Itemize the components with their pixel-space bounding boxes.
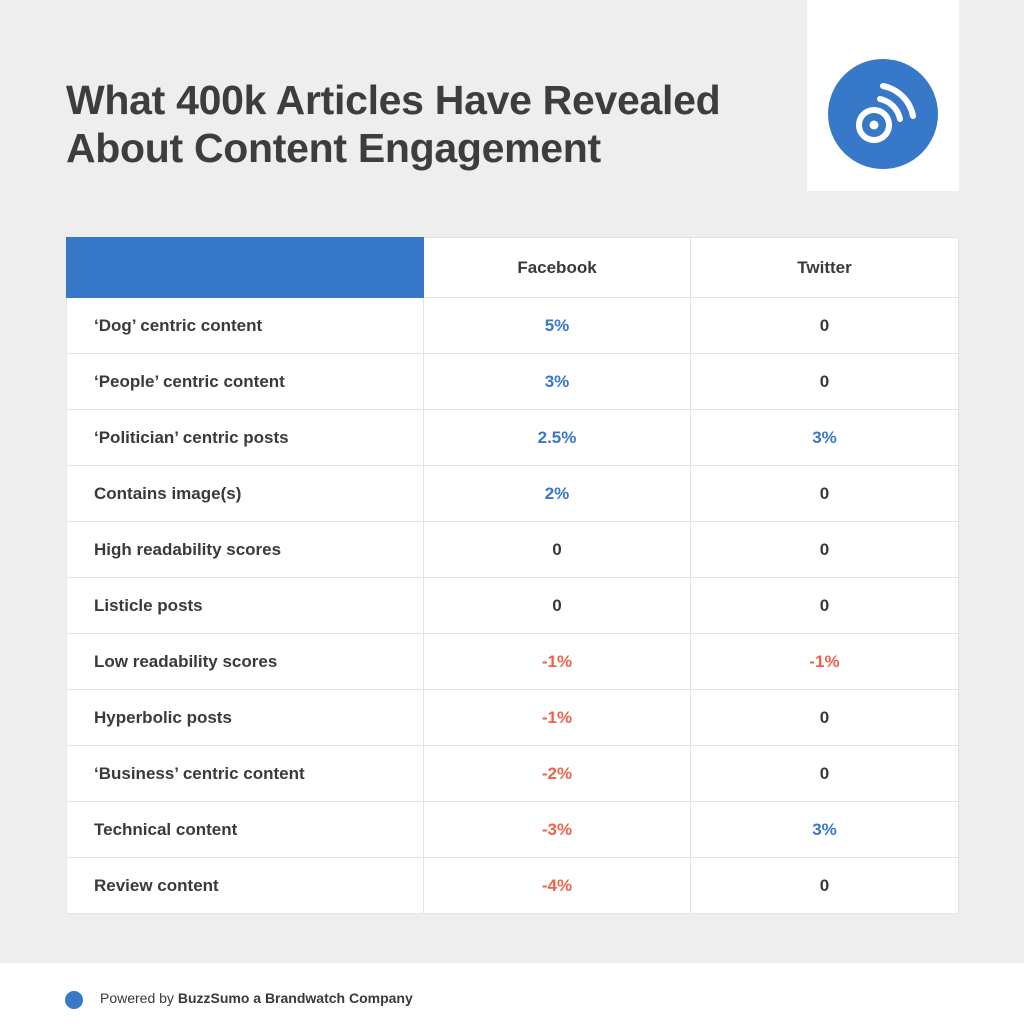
footer-prefix: Powered by xyxy=(100,990,178,1006)
row-label: Listicle posts xyxy=(66,577,424,634)
facebook-value: 2% xyxy=(423,465,691,522)
page-title: What 400k Articles Have Revealed About C… xyxy=(66,76,766,172)
row-label: Hyperbolic posts xyxy=(66,689,424,746)
facebook-value: 5% xyxy=(423,297,691,354)
row-label: ‘Dog’ centric content xyxy=(66,297,424,354)
table-row: Listicle posts 0 0 xyxy=(66,577,959,634)
table-row: High readability scores 0 0 xyxy=(66,521,959,578)
twitter-value: 0 xyxy=(690,577,959,634)
table-row: ‘Dog’ centric content 5% 0 xyxy=(66,297,959,354)
facebook-value: -3% xyxy=(423,801,691,858)
twitter-value: 0 xyxy=(690,745,959,802)
footer-brand: BuzzSumo a Brandwatch Company xyxy=(177,990,413,1006)
facebook-value: -1% xyxy=(423,633,691,690)
twitter-value: 3% xyxy=(690,409,959,466)
buzzsumo-rss-icon xyxy=(828,59,938,169)
facebook-value: 2.5% xyxy=(423,409,691,466)
table-row: Technical content -3% 3% xyxy=(66,801,959,858)
facebook-value: -4% xyxy=(423,857,691,914)
row-label: ‘Politician’ centric posts xyxy=(66,409,424,466)
table-row: ‘People’ centric content 3% 0 xyxy=(66,353,959,410)
twitter-value: 3% xyxy=(690,801,959,858)
header-blank-cell xyxy=(66,237,424,298)
header-facebook: Facebook xyxy=(423,237,691,298)
title-line-2: About Content Engagement xyxy=(66,125,601,171)
facebook-value: 0 xyxy=(423,521,691,578)
twitter-value: -1% xyxy=(690,633,959,690)
facebook-value: -1% xyxy=(423,689,691,746)
table-row: ‘Business’ centric content -2% 0 xyxy=(66,745,959,802)
facebook-value: 3% xyxy=(423,353,691,410)
engagement-table: Facebook Twitter ‘Dog’ centric content 5%… xyxy=(66,237,959,914)
table-row: ‘Politician’ centric posts 2.5% 3% xyxy=(66,409,959,466)
row-label: Review content xyxy=(66,857,424,914)
row-label: Low readability scores xyxy=(66,633,424,690)
footer: Powered by BuzzSumo a Brandwatch Company xyxy=(0,963,1024,1033)
facebook-value: 0 xyxy=(423,577,691,634)
twitter-value: 0 xyxy=(690,689,959,746)
table-row: Review content -4% 0 xyxy=(66,857,959,914)
table-row: Contains image(s) 2% 0 xyxy=(66,465,959,522)
facebook-value: -2% xyxy=(423,745,691,802)
row-label: High readability scores xyxy=(66,521,424,578)
twitter-value: 0 xyxy=(690,465,959,522)
twitter-value: 0 xyxy=(690,297,959,354)
table-header-row: Facebook Twitter xyxy=(66,237,959,298)
footer-dot-icon xyxy=(65,991,83,1009)
row-label: Technical content xyxy=(66,801,424,858)
table-row: Low readability scores -1% -1% xyxy=(66,633,959,690)
row-label: ‘People’ centric content xyxy=(66,353,424,410)
header-twitter: Twitter xyxy=(690,237,959,298)
table-row: Hyperbolic posts -1% 0 xyxy=(66,689,959,746)
twitter-value: 0 xyxy=(690,353,959,410)
row-label: Contains image(s) xyxy=(66,465,424,522)
footer-text: Powered by BuzzSumo a Brandwatch Company xyxy=(100,990,413,1006)
title-line-1: What 400k Articles Have Revealed xyxy=(66,77,721,123)
row-label: ‘Business’ centric content xyxy=(66,745,424,802)
twitter-value: 0 xyxy=(690,521,959,578)
logo-box xyxy=(807,0,959,191)
twitter-value: 0 xyxy=(690,857,959,914)
table-body: ‘Dog’ centric content 5% 0 ‘People’ centric… xyxy=(66,297,959,914)
